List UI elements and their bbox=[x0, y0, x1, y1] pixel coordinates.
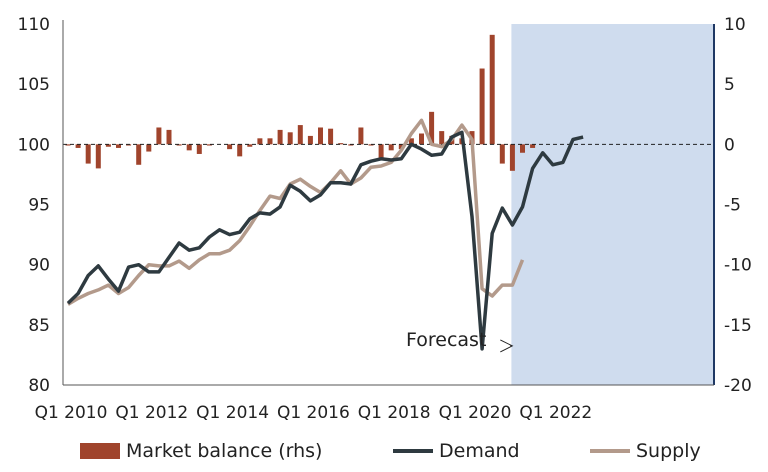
market-balance-bar bbox=[267, 138, 273, 145]
left-tick-label: 85 bbox=[28, 316, 50, 336]
market-balance-bar bbox=[65, 144, 71, 146]
market-balance-bar bbox=[419, 133, 424, 145]
market-balance-bar bbox=[277, 129, 283, 145]
market-balance-bar bbox=[408, 138, 414, 145]
forecast-arrowhead bbox=[500, 339, 514, 353]
market-balance-bar bbox=[398, 144, 404, 150]
x-tick-label: Q1 2010 bbox=[35, 403, 108, 423]
x-axis-ticks: Q1 2010 Q1 2012 Q1 2014 Q1 2016 Q1 2018 Q1 20… bbox=[35, 403, 593, 423]
x-tick-label: Q1 2014 bbox=[196, 403, 269, 423]
legend: Market balance (rhs) Demand Supply bbox=[0, 434, 768, 468]
market-balance-bar bbox=[520, 144, 525, 153]
market-balance-bar bbox=[429, 111, 435, 145]
market-balance-bar bbox=[358, 127, 364, 145]
market-balance-bar bbox=[156, 127, 162, 145]
legend-item-supply: Supply bbox=[590, 434, 701, 468]
forecast-annotation: Forecast bbox=[406, 329, 486, 351]
market-balance-bar bbox=[297, 125, 303, 145]
market-balance-bar bbox=[287, 132, 293, 145]
x-tick-label: Q1 2022 bbox=[519, 403, 592, 423]
legend-label-supply: Supply bbox=[636, 440, 701, 462]
demand-line bbox=[66, 130, 584, 351]
market-balance-bar bbox=[206, 144, 212, 146]
market-balance-bar bbox=[227, 144, 233, 150]
market-balance-bar bbox=[85, 144, 91, 164]
market-balance-bar bbox=[318, 127, 323, 145]
legend-swatch-market-balance bbox=[80, 443, 120, 459]
market-balance-bar bbox=[338, 143, 344, 145]
market-balance-bar bbox=[237, 144, 243, 157]
right-tick-label: -20 bbox=[724, 376, 752, 396]
market-balance-bar bbox=[247, 144, 253, 147]
right-tick-label: -10 bbox=[724, 256, 752, 276]
x-tick-label: Q1 2020 bbox=[439, 403, 512, 423]
market-balance-bar bbox=[75, 144, 81, 148]
left-tick-label: 110 bbox=[18, 15, 50, 35]
market-balance-bar bbox=[126, 144, 132, 146]
left-tick-label: 90 bbox=[28, 256, 50, 276]
market-balance-bar bbox=[348, 144, 354, 146]
right-tick-label: -5 bbox=[724, 196, 741, 216]
x-tick-label: Q1 2018 bbox=[358, 403, 431, 423]
forecast-region bbox=[511, 24, 714, 385]
right-tick-label: 0 bbox=[724, 135, 735, 155]
market-balance-bar bbox=[479, 68, 485, 145]
market-balance-bar bbox=[499, 144, 505, 164]
right-tick-label: 5 bbox=[724, 75, 735, 95]
legend-label-market-balance: Market balance (rhs) bbox=[126, 440, 323, 462]
market-balance-bar bbox=[489, 34, 495, 145]
market-balance-bar bbox=[530, 144, 536, 148]
right-tick-label: 10 bbox=[724, 15, 746, 35]
market-balance-bar bbox=[378, 144, 384, 159]
market-balance-bar bbox=[146, 144, 152, 152]
left-tick-label: 105 bbox=[18, 75, 50, 95]
market-balance-bar bbox=[388, 144, 394, 151]
chart-plot: 80 85 90 95 100 105 110 -20 -15 -10 -5 0 5 10 Q1 201… bbox=[18, 15, 752, 423]
left-axis-ticks: 80 85 90 95 100 105 110 bbox=[18, 15, 50, 396]
left-tick-label: 100 bbox=[18, 135, 50, 155]
legend-item-demand: Demand bbox=[393, 434, 520, 468]
market-balance-bar bbox=[136, 144, 142, 165]
market-balance-bar bbox=[257, 138, 263, 145]
market-balance-bar bbox=[307, 135, 313, 145]
market-balance-bar bbox=[368, 144, 374, 146]
market-balance-bar bbox=[95, 144, 101, 169]
right-axis-ticks: -20 -15 -10 -5 0 5 10 bbox=[724, 15, 752, 396]
supply-line bbox=[67, 118, 525, 306]
market-balance-bar bbox=[176, 144, 182, 146]
market-balance-bar bbox=[509, 144, 515, 171]
market-balance-bar bbox=[105, 144, 111, 147]
x-tick-label: Q1 2012 bbox=[115, 403, 188, 423]
x-tick-label: Q1 2016 bbox=[277, 403, 350, 423]
left-tick-label: 80 bbox=[28, 376, 50, 396]
market-balance-bar bbox=[439, 131, 445, 145]
market-balance-bar bbox=[186, 144, 192, 151]
legend-swatch-demand bbox=[393, 449, 433, 453]
market-balance-bar bbox=[328, 128, 334, 145]
market-balance-bar bbox=[116, 144, 121, 148]
legend-item-market-balance: Market balance (rhs) bbox=[80, 434, 322, 468]
market-balance-bar bbox=[166, 129, 172, 145]
legend-label-demand: Demand bbox=[439, 440, 520, 462]
legend-swatch-supply bbox=[590, 449, 630, 453]
right-tick-label: -15 bbox=[724, 316, 752, 336]
market-balance-bar bbox=[196, 144, 202, 154]
left-tick-label: 95 bbox=[28, 196, 50, 216]
